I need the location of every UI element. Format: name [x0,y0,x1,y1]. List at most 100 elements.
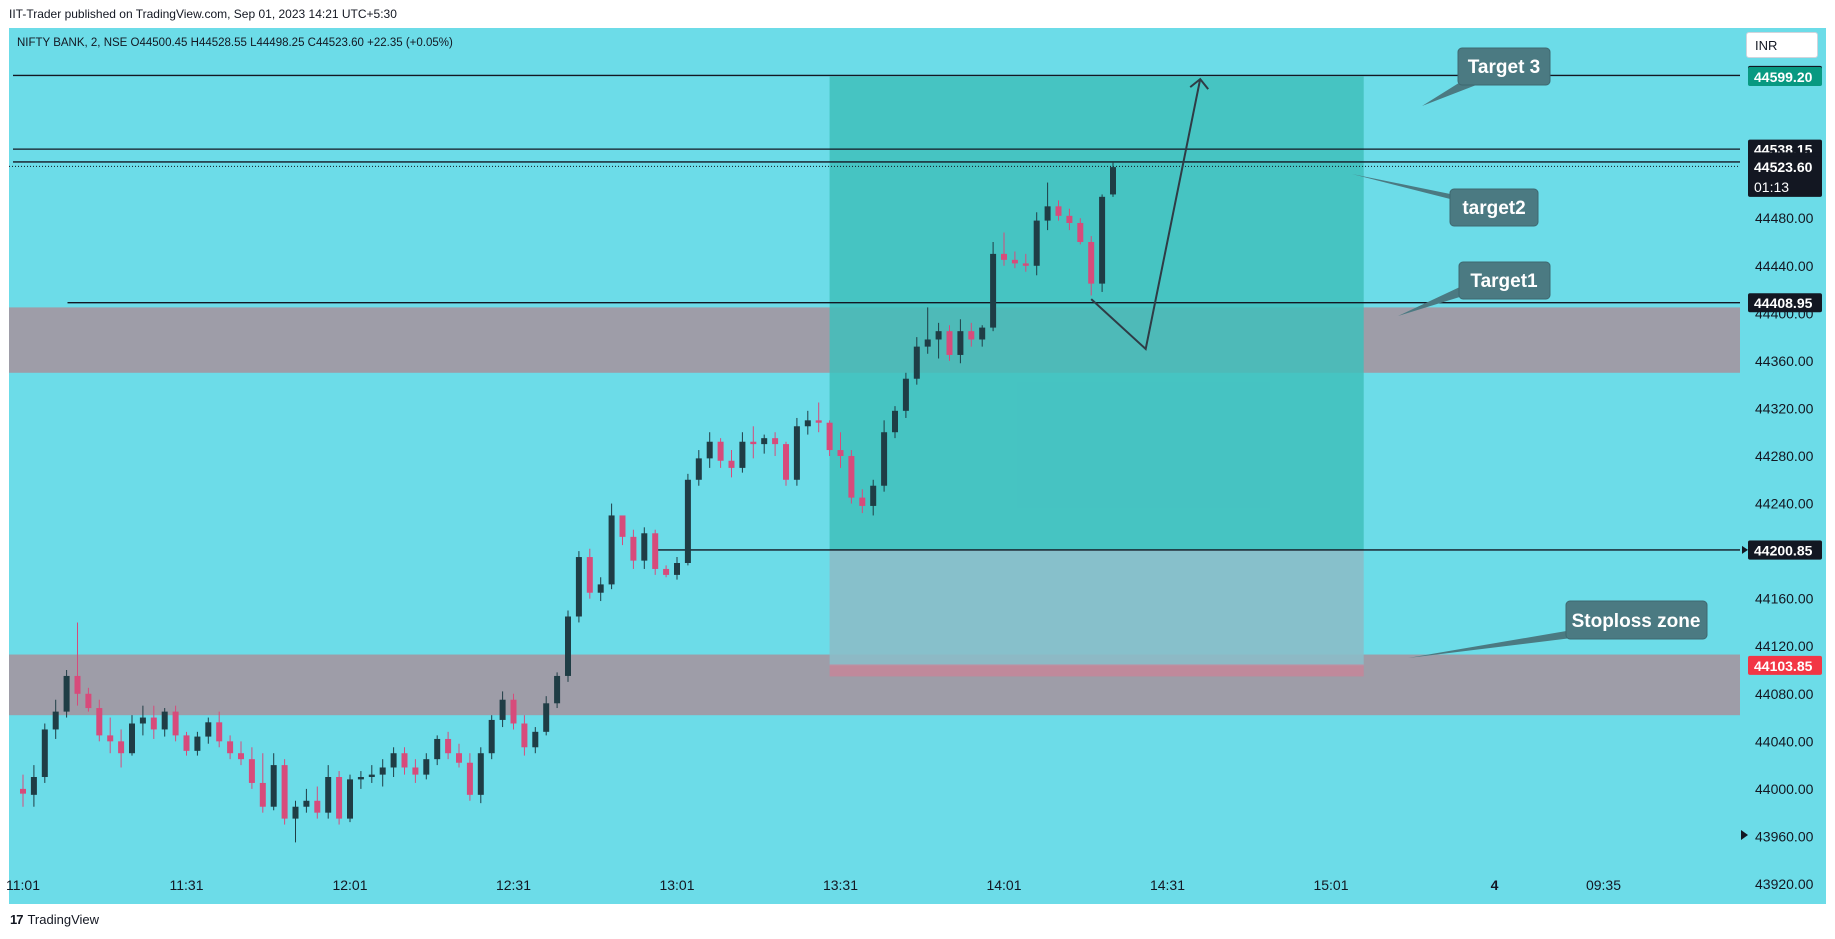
candle-up[interactable] [129,715,135,756]
candle-down[interactable] [150,705,157,739]
candle-up[interactable] [139,705,146,736]
candle-down[interactable] [20,774,26,807]
candle-down[interactable] [652,529,659,575]
target2-callout[interactable]: target2 [1352,174,1539,227]
candle-down[interactable] [466,753,473,801]
tradingview-logo[interactable]: 17 TradingView [10,912,99,927]
position-profit-zone[interactable] [829,76,1364,550]
candle-down[interactable] [85,687,92,712]
position-loss-zone[interactable] [829,549,1364,666]
candle-down[interactable] [1066,208,1073,231]
candle-up[interactable] [434,735,441,766]
candle-up[interactable] [1110,161,1116,197]
candle-up[interactable] [641,527,648,569]
candle-up[interactable] [161,708,168,737]
scroll-right-arrow-icon[interactable] [1741,830,1748,840]
candle-up[interactable] [194,731,201,756]
candle-down[interactable] [118,729,125,768]
candle-up[interactable] [1033,212,1040,276]
candle-down[interactable] [750,426,757,459]
candle-down[interactable] [445,731,452,760]
candle-up[interactable] [935,322,942,359]
candle-up[interactable] [979,325,986,347]
candle-up[interactable] [52,699,59,739]
candle-down[interactable] [1055,200,1062,221]
candle-up[interactable] [804,410,811,435]
candle-down[interactable] [107,717,114,754]
candle-down[interactable] [248,747,255,789]
candle-down[interactable] [663,565,670,578]
candle-up[interactable] [543,696,550,736]
candle-down[interactable] [1022,253,1029,272]
candle-down[interactable] [412,759,419,783]
target3-callout[interactable]: Target 3 [1422,47,1551,106]
candle-up[interactable] [357,771,364,789]
candle-up[interactable] [499,691,506,728]
candle-down[interactable] [728,450,735,478]
price-label[interactable]: 44523.60 01:13 [1748,156,1822,197]
target1-callout[interactable]: Target1 [1398,261,1551,316]
price-label[interactable]: 44103.85 [1748,655,1822,675]
candle-down[interactable] [314,786,321,819]
candle-down[interactable] [227,735,234,760]
candle-up[interactable] [368,765,375,783]
candle-up[interactable] [347,774,353,823]
candle-down[interactable] [1011,251,1018,269]
candle-up[interactable] [270,753,277,811]
candle-down[interactable] [456,743,462,768]
stoploss-callout[interactable]: Stoploss zone [1408,600,1708,658]
candle-up[interactable] [477,747,484,804]
candle-up[interactable] [575,551,582,623]
candle-down[interactable] [401,747,408,775]
candle-up[interactable] [674,557,680,580]
candle-up[interactable] [684,473,691,566]
candle-down[interactable] [172,705,179,742]
candle-up[interactable] [292,800,299,843]
candle-down[interactable] [815,402,822,433]
candle-up[interactable] [706,432,713,468]
candle-up[interactable] [990,242,997,332]
candle-down[interactable] [74,622,81,706]
candle-down[interactable] [619,515,626,546]
candle-down[interactable] [859,489,866,514]
candle-down[interactable] [1001,232,1007,266]
candle-down[interactable] [848,450,855,504]
candle-up[interactable] [761,434,768,454]
candle-down[interactable] [772,432,779,456]
projection-path[interactable] [1090,78,1202,351]
candle-up[interactable] [881,420,888,492]
candle-up[interactable] [793,417,800,486]
candle-up[interactable] [532,727,539,754]
candle-up[interactable] [325,765,332,819]
candle-up[interactable] [390,747,397,777]
candle-down[interactable] [717,438,724,468]
candle-down[interactable] [521,715,528,756]
candle-down[interactable] [238,741,244,766]
candle-down[interactable] [183,731,190,756]
candle-up[interactable] [913,337,920,385]
candle-down[interactable] [281,759,288,825]
candle-up[interactable] [1044,182,1051,231]
candle-down[interactable] [336,771,343,825]
candle-up[interactable] [1099,194,1106,292]
candle-down[interactable] [783,441,789,486]
candle-up[interactable] [565,610,571,682]
candle-down[interactable] [630,529,637,569]
candle-up[interactable] [695,450,702,486]
currency-selector[interactable]: INR [1746,32,1818,58]
candle-up[interactable] [892,406,898,439]
candle-down[interactable] [946,325,953,361]
candle-up[interactable] [488,715,495,760]
candle-up[interactable] [597,577,604,602]
price-label[interactable]: 44408.95 [1748,293,1822,313]
candle-down[interactable] [1077,218,1084,245]
candle-up[interactable] [205,717,212,744]
candle-up[interactable] [902,372,909,418]
candle-up[interactable] [739,432,746,473]
candle-up[interactable] [423,753,430,780]
candle-down[interactable] [968,322,975,347]
candle-down[interactable] [837,432,844,468]
candle-up[interactable] [303,788,310,813]
candle-up[interactable] [554,672,561,709]
